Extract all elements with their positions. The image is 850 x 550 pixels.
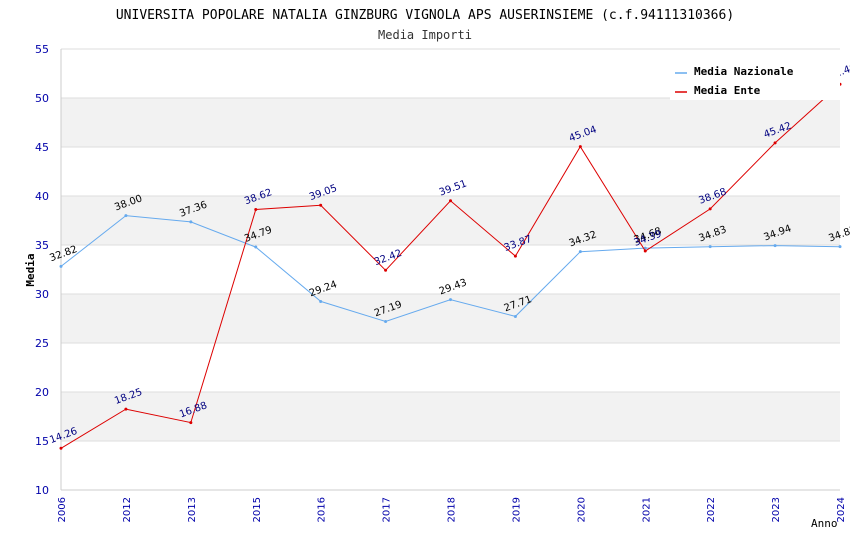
- y-tick-label: 25: [35, 337, 49, 350]
- x-tick-label: 2022: [706, 497, 717, 522]
- legend: Media Nazionale Media Ente: [670, 60, 840, 100]
- legend-label-ente: Media Ente: [694, 84, 761, 97]
- data-point: [59, 446, 63, 450]
- y-tick-label: 10: [35, 484, 49, 497]
- band-45: [61, 98, 840, 147]
- data-point: [319, 203, 323, 207]
- x-tick-label: 2012: [122, 497, 133, 522]
- x-tick-label: 2006: [57, 497, 68, 522]
- y-tick-label: 30: [35, 288, 49, 301]
- chart-subtitle: Media Importi: [378, 28, 472, 42]
- data-point: [773, 141, 777, 145]
- data-point: [254, 208, 258, 212]
- series-lines: [59, 82, 842, 450]
- band-30: [61, 245, 840, 294]
- y-tick-label: 15: [35, 435, 49, 448]
- data-point: [578, 145, 582, 149]
- x-tick-label: 2024: [836, 497, 847, 522]
- data-point: [578, 250, 582, 254]
- data-point: [124, 407, 128, 411]
- x-tick-label: 2023: [771, 497, 782, 522]
- x-tick-label: 2016: [317, 497, 328, 522]
- y-tick-label: 40: [35, 190, 49, 203]
- legend-label-nazionale: Media Nazionale: [694, 65, 794, 78]
- data-point: [449, 199, 452, 203]
- data-point: [254, 245, 258, 249]
- y-tick-label: 55: [35, 43, 49, 56]
- y-tick-label: 50: [35, 92, 49, 105]
- band-20: [61, 343, 840, 392]
- x-tick-label: 2021: [641, 497, 652, 522]
- data-point: [773, 244, 777, 248]
- data-point: [513, 254, 517, 258]
- x-axis-label: Anno: [811, 517, 838, 530]
- data-point: [449, 298, 452, 302]
- data-point: [513, 314, 517, 318]
- data-point: [319, 299, 323, 303]
- data-point: [708, 245, 712, 249]
- plot-background: [61, 49, 840, 490]
- y-axis-label: Media: [24, 253, 37, 286]
- band-40: [61, 147, 840, 196]
- band-15: [61, 392, 840, 441]
- data-point: [708, 207, 712, 211]
- data-point: [838, 245, 842, 249]
- x-tick-label: 2019: [511, 497, 522, 522]
- band-25: [61, 294, 840, 343]
- x-tick-label: 2020: [576, 497, 587, 522]
- data-point: [384, 268, 388, 272]
- x-tick-label: 2017: [382, 497, 393, 522]
- data-point: [189, 421, 193, 425]
- band-10: [61, 441, 840, 490]
- data-point: [189, 220, 193, 224]
- data-point: [643, 249, 647, 253]
- y-axis-ticks: 10 15 20 25 30 35 40 45 50 55: [35, 43, 49, 497]
- data-point: [384, 320, 388, 324]
- data-point: [124, 214, 128, 218]
- data-point: [59, 264, 63, 268]
- y-tick-label: 35: [35, 239, 49, 252]
- x-tick-label: 2013: [187, 497, 198, 522]
- legend-box: [670, 60, 840, 100]
- chart-title: UNIVERSITA POPOLARE NATALIA GINZBURG VIG…: [116, 8, 734, 23]
- grid-lines: [60, 48, 840, 491]
- x-tick-label: 2015: [252, 497, 263, 522]
- y-tick-label: 20: [35, 386, 49, 399]
- x-tick-label: 2018: [447, 497, 458, 522]
- y-tick-label: 45: [35, 141, 49, 154]
- x-axis-ticks: 2006 2012 2013 2015 2016 2017 2018 2019 2020 2021…: [57, 497, 847, 522]
